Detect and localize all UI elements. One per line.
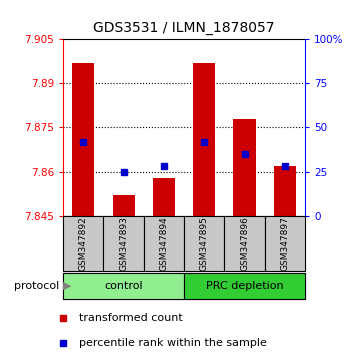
Text: PRC depletion: PRC depletion [206,281,283,291]
Bar [184,273,305,299]
Bar [225,216,265,271]
Bar [113,195,135,216]
Bar [184,216,225,271]
Bar [193,63,216,216]
Text: transformed count: transformed count [79,313,183,323]
Text: ▶: ▶ [63,281,72,291]
Bar [274,166,296,216]
Text: GSM347893: GSM347893 [119,216,128,271]
Bar [144,216,184,271]
Bar [265,216,305,271]
Text: GSM347894: GSM347894 [160,216,169,271]
Title: GDS3531 / ILMN_1878057: GDS3531 / ILMN_1878057 [93,21,275,35]
Text: GSM347897: GSM347897 [280,216,290,271]
Text: control: control [104,281,143,291]
Text: GSM347896: GSM347896 [240,216,249,271]
Text: percentile rank within the sample: percentile rank within the sample [79,338,267,348]
Bar [63,216,104,271]
Bar [63,273,184,299]
Bar [234,119,256,216]
Bar [72,63,95,216]
Bar [153,178,175,216]
Text: GSM347895: GSM347895 [200,216,209,271]
Text: GSM347892: GSM347892 [79,216,88,271]
Text: protocol: protocol [14,281,60,291]
Bar [104,216,144,271]
